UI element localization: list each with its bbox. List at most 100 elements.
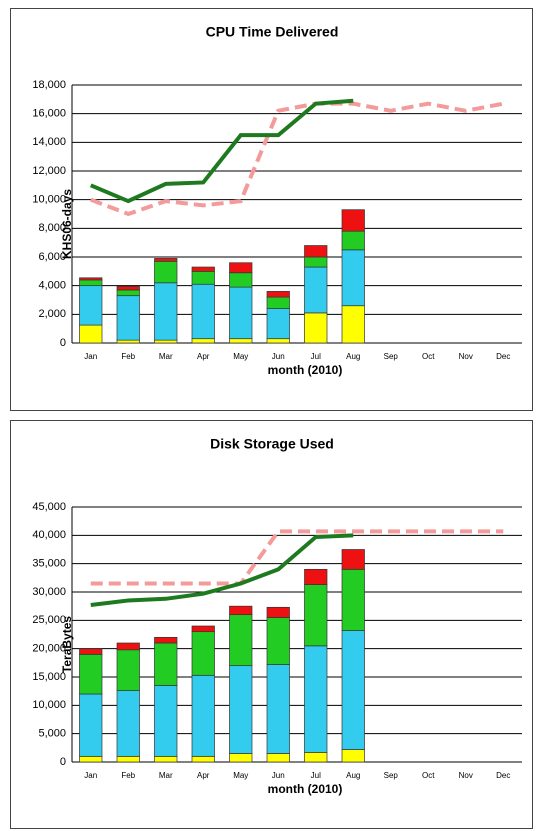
bar-segment bbox=[341, 568, 365, 631]
bar-segment bbox=[266, 308, 290, 340]
bar-segment bbox=[341, 305, 365, 344]
x-tick-label: May bbox=[233, 352, 248, 361]
y-axis-label: KHS06-days bbox=[60, 189, 74, 259]
y-tick-label: 10,000 bbox=[32, 194, 66, 206]
bar-segment bbox=[79, 693, 103, 757]
bar-segment bbox=[154, 260, 178, 284]
chart-title: Disk Storage Used bbox=[210, 436, 334, 452]
bar-segment bbox=[154, 685, 178, 757]
bar-segment bbox=[341, 749, 365, 763]
x-tick-label: Mar bbox=[159, 771, 173, 780]
bar-segment bbox=[116, 339, 140, 344]
y-tick-label: 5,000 bbox=[38, 728, 66, 740]
bar-segment bbox=[79, 324, 103, 344]
bar-segment bbox=[304, 266, 328, 314]
bar-segment bbox=[229, 753, 253, 763]
bar-segment bbox=[304, 645, 328, 753]
bar-segment bbox=[304, 312, 328, 344]
x-tick-label: Apr bbox=[197, 771, 210, 780]
bar-segment bbox=[116, 295, 140, 341]
x-axis-label: month (2010) bbox=[268, 782, 343, 796]
bar-segment bbox=[229, 338, 253, 344]
x-tick-label: Sep bbox=[384, 352, 399, 361]
x-tick-label: Feb bbox=[121, 352, 135, 361]
bar-segment bbox=[341, 249, 365, 307]
bar-segment bbox=[266, 338, 290, 344]
bar-segment bbox=[154, 258, 178, 262]
bar-segment bbox=[154, 282, 178, 341]
chart-title: CPU Time Delivered bbox=[206, 24, 339, 40]
bar-segment bbox=[154, 642, 178, 686]
x-tick-label: Aug bbox=[346, 352, 360, 361]
bar-segment bbox=[154, 636, 178, 644]
x-tick-label: Nov bbox=[459, 352, 473, 361]
x-tick-label: Apr bbox=[197, 352, 210, 361]
x-tick-label: Oct bbox=[422, 771, 435, 780]
bar-segment bbox=[229, 605, 253, 616]
bar-segment bbox=[304, 584, 328, 647]
bar-segment bbox=[116, 642, 140, 651]
bar-segment bbox=[79, 755, 103, 763]
bar-segment bbox=[341, 630, 365, 750]
x-tick-label: Nov bbox=[459, 771, 473, 780]
x-tick-label: May bbox=[233, 771, 248, 780]
bar-segment bbox=[79, 653, 103, 695]
bar-segment bbox=[154, 339, 178, 344]
bar-segment bbox=[266, 664, 290, 754]
bar-segment bbox=[191, 266, 215, 272]
y-tick-label: 40,000 bbox=[32, 529, 66, 541]
y-tick-label: 45,000 bbox=[32, 501, 66, 513]
x-tick-label: Jan bbox=[84, 352, 97, 361]
bar-segment bbox=[116, 755, 140, 763]
bar-segment bbox=[191, 270, 215, 285]
y-tick-label: 25,000 bbox=[32, 614, 66, 626]
line bbox=[90, 533, 354, 608]
bar-segment bbox=[304, 245, 328, 258]
x-axis-label: month (2010) bbox=[268, 363, 343, 377]
y-tick-label: 4,000 bbox=[38, 280, 66, 292]
x-tick-label: Jun bbox=[272, 771, 285, 780]
y-tick-label: 0 bbox=[60, 756, 66, 768]
y-tick-label: 15,000 bbox=[32, 671, 66, 683]
bar-segment bbox=[266, 617, 290, 665]
bar-segment bbox=[79, 648, 103, 655]
x-tick-label: Dec bbox=[496, 771, 510, 780]
x-tick-label: Feb bbox=[121, 771, 135, 780]
bar-segment bbox=[266, 606, 290, 618]
chart-frame bbox=[10, 8, 533, 411]
bar-segment bbox=[266, 291, 290, 298]
x-tick-label: Mar bbox=[159, 352, 173, 361]
x-tick-label: Sep bbox=[384, 771, 399, 780]
bar-segment bbox=[79, 285, 103, 326]
y-tick-label: 8,000 bbox=[38, 222, 66, 234]
line bbox=[89, 98, 354, 204]
y-tick-label: 18,000 bbox=[32, 79, 66, 91]
line bbox=[90, 529, 504, 586]
y-tick-label: 10,000 bbox=[32, 699, 66, 711]
bar-segment bbox=[191, 755, 215, 763]
bar-segment bbox=[116, 289, 140, 297]
bar-segment bbox=[229, 665, 253, 754]
bar-segment bbox=[79, 277, 103, 281]
y-axis-label: TeraBytes bbox=[60, 616, 74, 673]
y-tick-label: 20,000 bbox=[32, 643, 66, 655]
x-tick-label: Dec bbox=[496, 352, 510, 361]
bar-segment bbox=[229, 286, 253, 340]
y-tick-label: 0 bbox=[60, 337, 66, 349]
x-tick-label: Jul bbox=[311, 771, 321, 780]
bar-segment bbox=[229, 262, 253, 274]
bar-segment bbox=[154, 755, 178, 763]
y-tick-label: 14,000 bbox=[32, 136, 66, 148]
bar-segment bbox=[79, 279, 103, 287]
bar-segment bbox=[191, 631, 215, 676]
bar-segment bbox=[304, 752, 328, 763]
bar-segment bbox=[191, 674, 215, 757]
bar-segment bbox=[229, 272, 253, 288]
x-tick-label: Aug bbox=[346, 771, 360, 780]
y-tick-label: 16,000 bbox=[32, 108, 66, 120]
x-tick-label: Jun bbox=[272, 352, 285, 361]
x-tick-label: Jan bbox=[84, 771, 97, 780]
x-tick-label: Oct bbox=[422, 352, 435, 361]
bar-segment bbox=[191, 625, 215, 633]
